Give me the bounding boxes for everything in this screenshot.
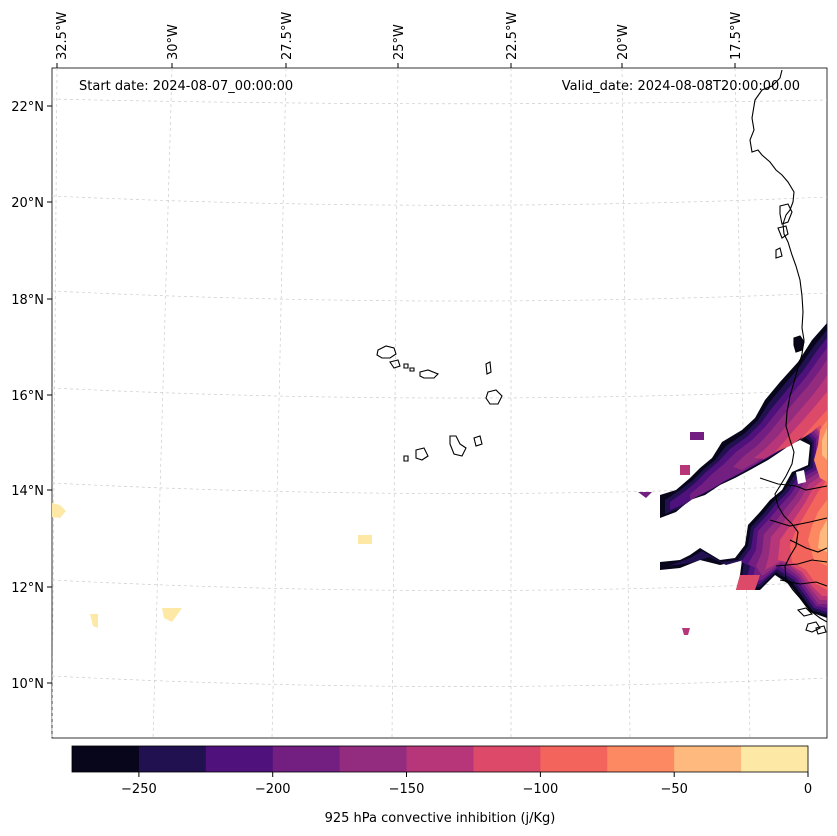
lat-label: 20°N [11,196,44,211]
colorbar-swatch [473,746,541,772]
valid-date-label: Valid_date: 2024-08-08T20:00:00.00 [562,79,800,94]
colorbar-title: 925 hPa convective inhibition (j/Kg) [325,811,556,826]
colorbar-swatch [741,746,809,772]
gridlines [51,67,828,739]
colorbar-tick-label: −100 [523,782,559,797]
cin-patch [690,432,704,440]
colorbar-tick-label: −200 [255,782,291,797]
cin-patch [638,492,652,498]
map-frame [51,67,828,739]
lon-label: 25°W [392,24,407,60]
colorbar-swatch [272,746,341,772]
lat-label: 10°N [11,677,44,692]
lat-ticks [47,105,52,684]
lat-label: 18°N [11,293,44,308]
cin-patch [736,575,760,590]
start-date-label: Start date: 2024-08-07_00:00:00 [79,79,293,94]
colorbar-swatch [540,746,608,772]
colorbar-swatch [674,746,742,772]
lat-label: 16°N [11,389,44,404]
colorbar-swatch [205,746,274,772]
cin-patch [680,465,690,475]
colorbar-swatch [406,746,474,772]
colorbar-swatch [72,746,140,772]
colorbar-swatch [607,746,675,772]
colorbar-tick-label: −50 [660,782,687,797]
lon-label: 22.5°W [505,12,520,60]
colorbar-ticks [138,772,809,777]
colorbar-swatches [72,746,809,772]
lat-label: 14°N [11,484,44,499]
lon-label: 20°W [616,24,631,60]
colorbar-tick-label: −150 [389,782,425,797]
colorbar-swatch [339,746,408,772]
coastlines [376,69,828,635]
colorbar-frame [71,745,809,773]
cin-patch-light [52,503,66,518]
lon-label: 32.5°W [55,12,70,60]
cin-patch [682,628,690,635]
lat-labels: 22°N 20°N 18°N 16°N 14°N 12°N 10°N [11,100,44,692]
lat-label: 12°N [11,581,44,596]
lon-label: 27.5°W [280,12,295,60]
lon-ticks [56,63,736,68]
colorbar: −250 −200 −150 −100 −50 0 925 hPa convec… [71,745,812,826]
lon-label: 17.5°W [729,12,744,60]
cin-patch-light [162,608,182,622]
colorbar-tick-label: −250 [121,782,157,797]
colorbar-tick-label: 0 [804,782,812,797]
lat-label: 22°N [11,100,44,115]
cin-patch-light [358,535,372,544]
cin-holes [782,452,806,484]
colorbar-swatch [138,746,207,772]
lon-labels: 32.5°W 30°W 27.5°W 25°W 22.5°W 20°W 17.5… [55,12,744,60]
cin-patch-light [90,614,98,628]
cin-band-25 [818,428,827,552]
lon-label: 30°W [166,24,181,60]
